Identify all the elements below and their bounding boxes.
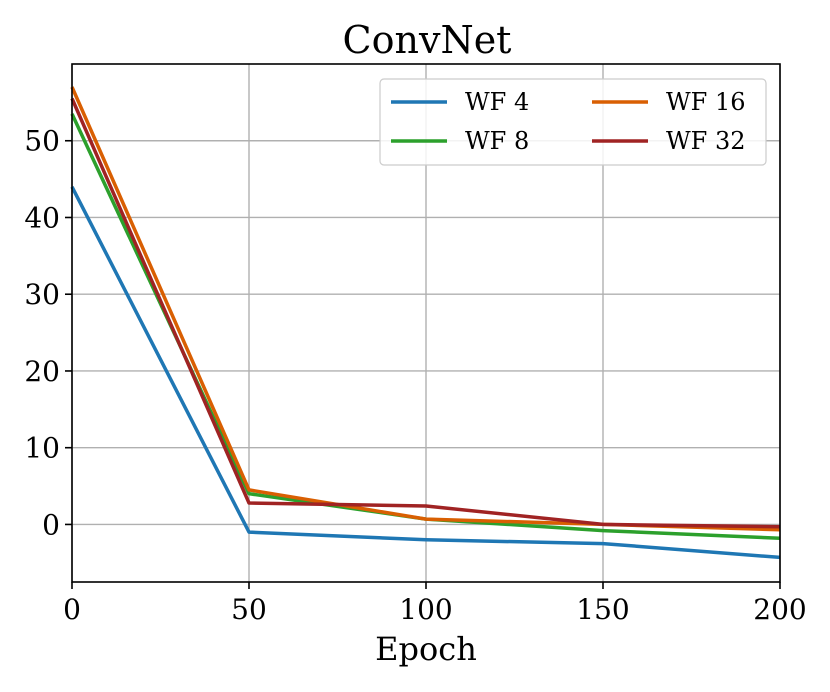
series-line-wf-32 [70,97,781,529]
y-tick-label: 50 [24,125,60,158]
x-axis-label: Epoch [375,630,477,668]
x-tick-label: 0 [63,593,81,626]
legend: WF 4 WF 8 WF 16 WF 32 [379,78,767,166]
legend-label-wf-32: WF 32 [666,127,746,155]
y-tick-label: 0 [42,508,60,541]
y-tick-label: 20 [24,355,60,388]
y-tick-label: 30 [24,278,60,311]
legend-label-wf-4: WF 4 [465,88,529,116]
x-tick-label: 200 [753,593,806,626]
legend-box [379,78,767,166]
y-tick-label: 40 [24,201,60,234]
series-line-wf-4 [70,186,781,560]
legend-label-wf-16: WF 16 [666,88,746,116]
y-tick-label: 10 [24,432,60,465]
x-tick-label: 150 [576,593,629,626]
x-tick-label: 100 [399,593,452,626]
legend-label-wf-8: WF 8 [465,127,529,155]
series-lines [70,86,781,560]
x-tick-label: 50 [231,593,267,626]
axis-ticks: 0 50 100 150 200 0 10 20 30 40 50 [24,125,806,626]
chart-title: ConvNet [343,18,512,62]
